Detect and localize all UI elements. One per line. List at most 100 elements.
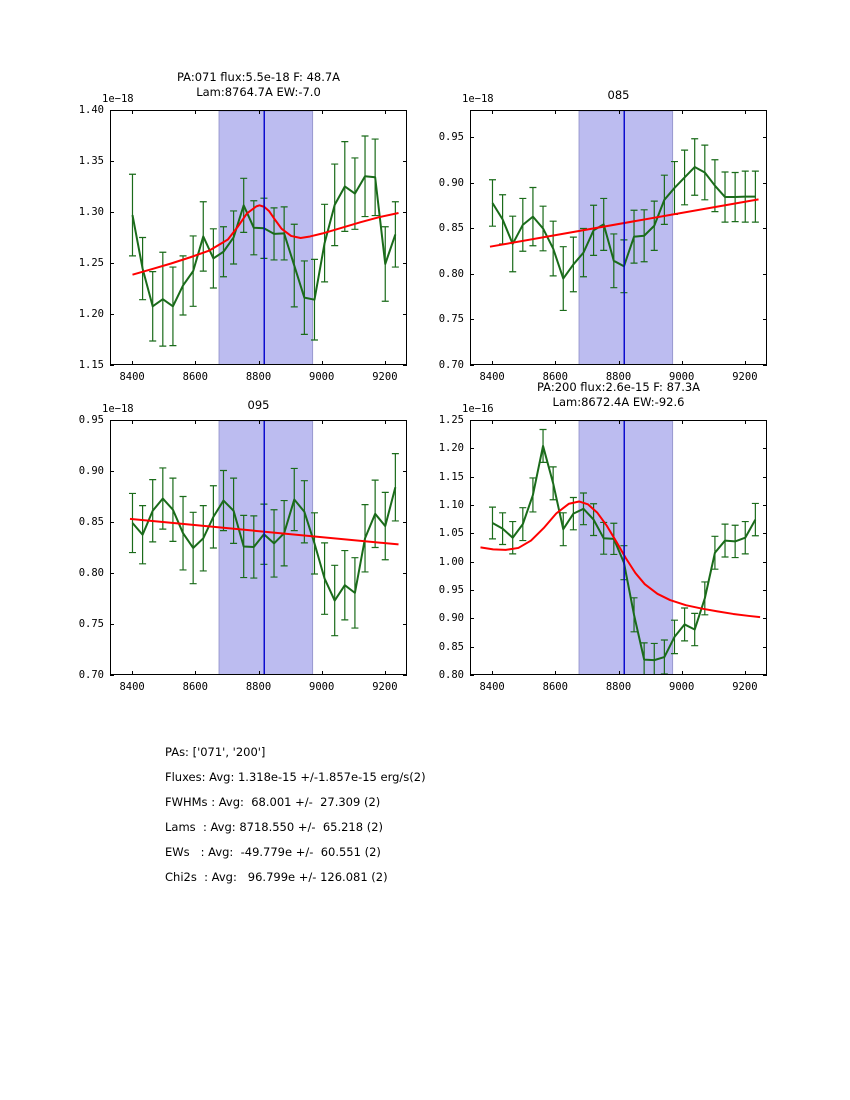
y-tick-mark-right: [403, 573, 407, 574]
x-tick-mark-top: [321, 420, 323, 424]
y-tick-mark-right: [403, 471, 407, 472]
y-tick-mark-right: [763, 476, 767, 478]
x-tick-mark: [681, 361, 683, 365]
summary-line-5: EWs : Avg: -49.779e +/- 60.551 (2): [165, 845, 381, 859]
y-tick-mark-right: [403, 314, 407, 315]
y-tick-mark: [110, 471, 114, 472]
x-tick-mark-top: [195, 420, 197, 424]
x-tick-label: 8600: [182, 681, 208, 693]
x-tick-label: 9200: [732, 681, 758, 693]
y-tick-label: 1.25: [78, 257, 104, 269]
y-tick-mark-right: [403, 110, 407, 111]
y-tick-label: 0.95: [438, 131, 464, 144]
y-tick-label: 0.95: [78, 414, 104, 426]
x-tick-mark: [555, 671, 557, 675]
plot-area-2: [470, 110, 767, 365]
y-tick-mark: [470, 137, 474, 139]
panel-title-line: 085: [607, 88, 630, 102]
x-tick-mark: [258, 361, 260, 365]
x-tick-label: 9200: [372, 371, 398, 383]
plot-canvas-4: [480, 421, 761, 674]
x-tick-label: 9000: [309, 681, 335, 693]
x-tick-mark: [384, 671, 386, 675]
y-tick-label: 0.90: [78, 465, 104, 477]
summary-line-2: Fluxes: Avg: 1.318e-15 +/-1.857e-15 erg/…: [165, 770, 426, 784]
y-tick-mark: [110, 522, 114, 523]
x-tick-label: 8400: [119, 371, 145, 383]
y-tick-mark-right: [403, 522, 407, 523]
x-tick-label: 9200: [372, 681, 398, 693]
x-tick-label: 8400: [479, 371, 505, 383]
x-tick-mark-top: [132, 110, 134, 114]
y-tick-label: 1.20: [438, 442, 464, 455]
plot-area-1: [110, 110, 407, 365]
panel-title-2: 085: [470, 88, 767, 103]
y-tick-label: 0.95: [438, 584, 464, 596]
x-tick-label: 8800: [245, 681, 272, 693]
y-tick-mark: [110, 573, 114, 574]
summary-line-4: Lams : Avg: 8718.550 +/- 65.218 (2): [165, 820, 384, 834]
x-tick-label: 8800: [245, 371, 272, 383]
y-tick-mark: [110, 624, 114, 625]
y-tick-mark: [110, 212, 114, 213]
x-tick-mark-top: [492, 110, 494, 114]
y-tick-mark-right: [403, 365, 407, 366]
y-tick-mark: [470, 228, 474, 230]
axis-offset-exponent-3: 1e−18: [102, 403, 134, 415]
x-tick-mark: [492, 671, 494, 675]
x-tick-mark: [132, 361, 134, 365]
y-tick-label: 0.80: [438, 669, 464, 681]
y-tick-label: 0.85: [438, 222, 464, 235]
y-tick-mark-right: [403, 161, 407, 162]
y-tick-mark: [470, 505, 474, 506]
y-tick-mark: [110, 161, 114, 162]
x-tick-mark: [744, 361, 746, 365]
y-tick-label: 1.05: [438, 527, 464, 540]
x-tick-mark-top: [744, 420, 746, 424]
model-fit-line: [480, 500, 761, 619]
x-tick-mark-top: [384, 110, 386, 114]
x-tick-mark: [492, 361, 494, 365]
y-tick-mark-right: [403, 675, 407, 676]
x-tick-mark: [258, 671, 260, 675]
summary-line-6: Chi2s : Avg: 96.799e +/- 126.081 (2): [165, 870, 388, 884]
y-tick-mark-right: [403, 212, 407, 213]
y-tick-mark: [470, 319, 474, 321]
axis-offset-exponent-4: 1e−16: [462, 403, 494, 415]
x-tick-label: 8800: [605, 371, 632, 383]
y-tick-mark: [470, 561, 474, 563]
wavelength-band-region: [578, 421, 674, 674]
y-tick-label: 1.00: [438, 555, 464, 568]
y-tick-label: 0.80: [78, 567, 104, 579]
panel-title-4: PA:200 flux:2.6e-15 F: 87.3A Lam:8672.4A …: [470, 380, 767, 410]
x-tick-mark-top: [132, 420, 134, 424]
axis-offset-exponent-1: 1e−18: [102, 93, 134, 105]
plot-canvas-3: [128, 421, 399, 674]
panel-title-3: 095: [110, 398, 407, 413]
wavelength-band-region: [218, 421, 314, 674]
x-tick-mark: [555, 361, 557, 365]
y-tick-label: 1.15: [78, 359, 104, 371]
y-tick-mark: [470, 182, 474, 184]
x-tick-mark-top: [195, 110, 197, 114]
plot-panel-2: 0.70 0.75 0.80 0.85 0.90 0.95 8400 8600 8800 9000…: [439, 110, 767, 383]
y-tick-mark: [110, 110, 114, 111]
y-tick-mark-right: [763, 365, 767, 366]
y-tick-label: 0.75: [78, 618, 104, 630]
panel-title-line: 095: [247, 398, 270, 412]
y-tick-mark-right: [763, 505, 767, 506]
axis-offset-exponent-2: 1e−18: [462, 93, 494, 105]
y-tick-label: 0.70: [78, 669, 104, 681]
y-tick-mark-right: [763, 646, 767, 648]
x-tick-mark-top: [618, 420, 620, 424]
y-tick-label: 0.90: [438, 176, 464, 189]
plot-canvas-2: [488, 111, 759, 364]
y-tick-mark-right: [403, 624, 407, 625]
plot-area-3: [110, 420, 407, 675]
y-tick-label: 1.15: [438, 470, 464, 483]
x-tick-mark: [681, 671, 683, 675]
panel-title-line: Lam:8764.7A EW:-7.0: [196, 85, 321, 99]
summary-line-1: PAs: ['071', '200']: [165, 745, 266, 759]
x-tick-mark: [195, 361, 197, 365]
y-tick-mark-right: [763, 618, 767, 620]
